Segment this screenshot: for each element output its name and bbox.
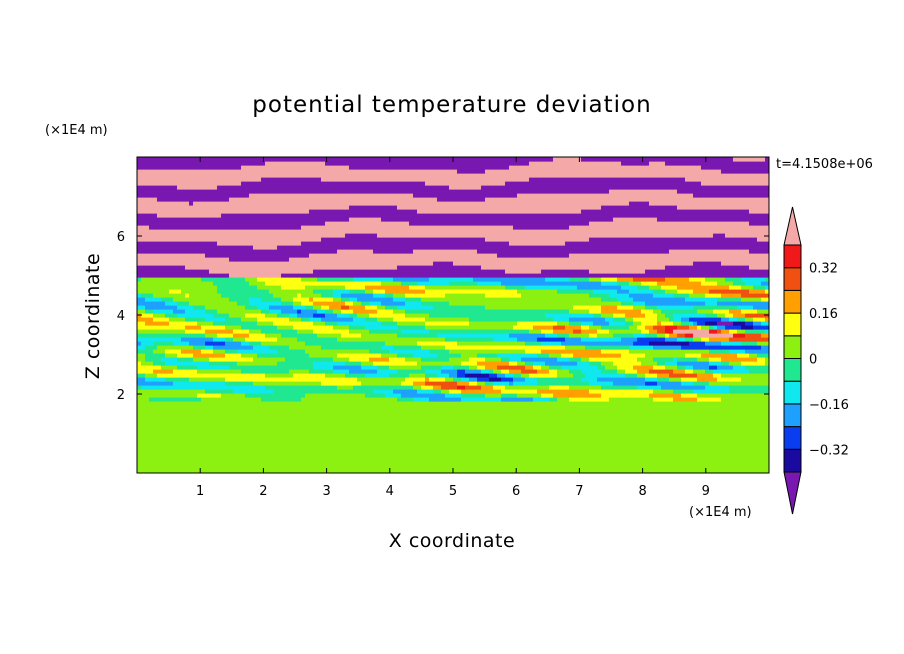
colorbar-under-triangle bbox=[783, 471, 802, 515]
colorbar-over-triangle bbox=[783, 206, 802, 246]
colorbar-segment bbox=[783, 244, 802, 269]
y-tick-label: 2 bbox=[117, 388, 125, 403]
x-tick-label: 2 bbox=[259, 484, 267, 499]
colorbar-segment bbox=[783, 426, 802, 450]
x-axis-unit: (×1E4 m) bbox=[689, 505, 752, 520]
y-axis-label: Z coordinate bbox=[82, 253, 104, 379]
x-tick-label: 6 bbox=[512, 484, 520, 499]
x-tick-label: 7 bbox=[575, 484, 583, 499]
colorbar-segment bbox=[783, 289, 802, 314]
x-axis-ticks: 1 2 3 4 5 6 7 8 9 bbox=[196, 157, 710, 499]
colorbar-segment bbox=[783, 403, 802, 428]
colorbar-tick-label: 0.32 bbox=[809, 262, 838, 277]
x-tick-label: 8 bbox=[638, 484, 646, 499]
y-tick-label: 6 bbox=[117, 230, 125, 245]
y-tick-label: 4 bbox=[117, 309, 125, 324]
x-tick-label: 4 bbox=[386, 484, 394, 499]
x-tick-label: 1 bbox=[196, 484, 204, 499]
x-axis-label: X coordinate bbox=[389, 530, 515, 552]
colorbar-segment bbox=[783, 358, 802, 382]
timestamp: t=4.1508e+06 bbox=[776, 157, 873, 172]
colorbar-segment bbox=[783, 335, 802, 359]
colorbar-tick-label: 0 bbox=[809, 353, 817, 368]
colorbar-segment bbox=[783, 380, 802, 405]
colorbar-tick-label: −0.32 bbox=[809, 443, 849, 458]
colorbar-tick-label: 0.16 bbox=[809, 307, 838, 322]
x-tick-label: 5 bbox=[449, 484, 457, 499]
y-axis-unit: (×1E4 m) bbox=[45, 123, 108, 138]
colorbar-segment bbox=[783, 267, 802, 291]
colorbar: −0.32 −0.16 0 0.16 0.32 bbox=[783, 206, 849, 515]
x-tick-label: 9 bbox=[702, 484, 710, 499]
colorbar-segment bbox=[783, 312, 802, 337]
colorbar-segment bbox=[783, 448, 802, 473]
x-tick-label: 3 bbox=[322, 484, 330, 499]
y-axis-ticks: 2 4 6 bbox=[117, 230, 769, 403]
contour-field bbox=[137, 157, 769, 473]
chart-title: potential temperature deviation bbox=[252, 92, 651, 118]
colorbar-tick-label: −0.16 bbox=[809, 398, 849, 413]
